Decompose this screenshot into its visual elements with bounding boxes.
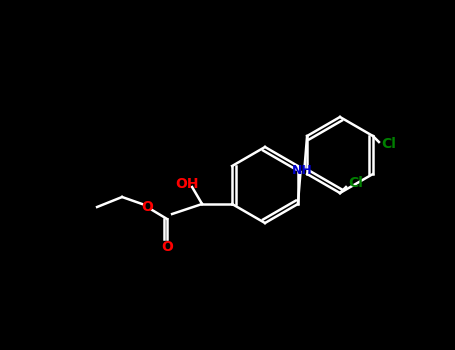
Text: OH: OH xyxy=(175,177,199,191)
Text: Cl: Cl xyxy=(381,137,396,151)
Text: O: O xyxy=(141,200,153,214)
Text: Cl: Cl xyxy=(348,176,363,190)
Text: O: O xyxy=(161,240,173,254)
Text: NH: NH xyxy=(292,163,313,176)
